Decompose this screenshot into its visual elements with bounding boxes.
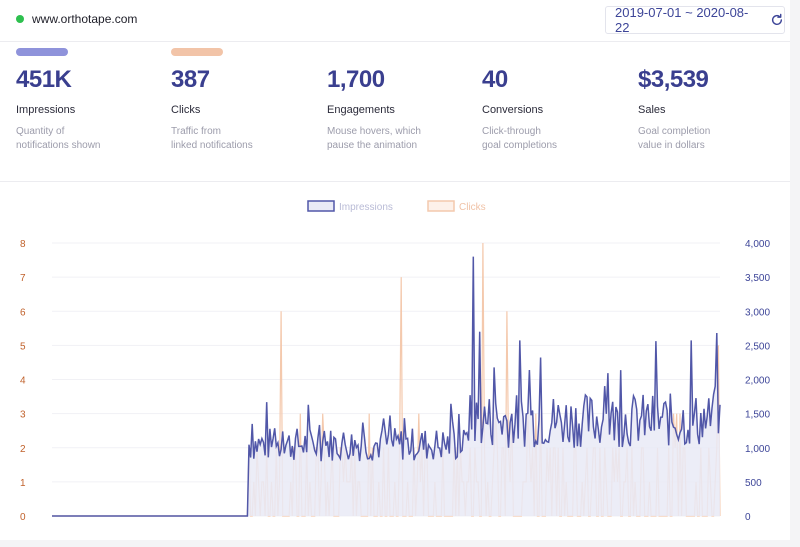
metric-engagements[interactable]: 1,700 Engagements Mouse hovers, which pau…: [327, 48, 477, 153]
engagements-value: 1,700: [327, 66, 385, 93]
right-axis: 0 500 1,000 1,500 2,000 2,500 3,000 3,500 4,000: [745, 239, 770, 523]
chart-area: 0 1 2 3 4 5 6 7 8 0 500 1,000 1,500 2,000 2,500 3,000 3…: [0, 190, 790, 535]
impressions-series-area: [52, 256, 720, 516]
chart-legend[interactable]: Impressions Clicks: [307, 200, 486, 213]
conversions-description: Click-through goal completions: [482, 126, 558, 151]
engagements-description: Mouse hovers, which pause the animation: [327, 126, 421, 151]
dashboard-card: www.orthotape.com 2019-07-01 ~ 2020-08-2…: [0, 0, 790, 540]
conversions-value: 40: [482, 66, 508, 93]
left-tick-label: 5: [20, 341, 26, 352]
top-bar: www.orthotape.com 2019-07-01 ~ 2020-08-2…: [0, 0, 790, 42]
right-tick-label: 1,000: [745, 444, 770, 455]
clicks-label: Clicks: [171, 104, 201, 116]
right-tick-label: 3,500: [745, 273, 770, 284]
date-range-picker[interactable]: 2019-07-01 ~ 2020-08-22: [605, 5, 785, 35]
left-tick-label: 8: [20, 239, 26, 250]
right-tick-label: 4,000: [745, 239, 770, 250]
metric-conversions[interactable]: 40 Conversions Click-through goal complet…: [482, 48, 632, 153]
impressions-legend-bar: [16, 48, 68, 56]
metrics-row: 451K Impressions Quantity of notification…: [0, 48, 790, 182]
left-tick-label: 6: [20, 307, 26, 318]
left-axis: 0 1 2 3 4 5 6 7 8: [20, 239, 26, 523]
legend-clicks-swatch: [427, 200, 455, 212]
left-tick-label: 1: [20, 478, 26, 489]
impressions-value: 451K: [16, 66, 72, 93]
left-tick-label: 4: [20, 376, 26, 387]
right-tick-label: 1,500: [745, 410, 770, 421]
left-tick-label: 3: [20, 410, 26, 421]
legend-clicks-label[interactable]: Clicks: [459, 202, 486, 213]
left-tick-label: 2: [20, 444, 26, 455]
right-tick-label: 500: [745, 478, 762, 489]
left-tick-label: 0: [20, 512, 26, 523]
clicks-value: 387: [171, 66, 210, 93]
metric-clicks[interactable]: 387 Clicks Traffic from linked notificati…: [171, 48, 321, 153]
impressions-label: Impressions: [16, 104, 76, 116]
sales-description: Goal completion value in dollars: [638, 126, 711, 151]
right-tick-label: 2,500: [745, 341, 770, 352]
impressions-clicks-chart[interactable]: 0 1 2 3 4 5 6 7 8 0 500 1,000 1,500 2,000 2,500 3,000 3…: [0, 190, 790, 535]
date-range-text: 2019-07-01 ~ 2020-08-22: [615, 5, 749, 35]
left-tick-label: 7: [20, 273, 26, 284]
clicks-legend-bar: [171, 48, 223, 56]
site-url: www.orthotape.com: [32, 12, 138, 26]
clicks-description: Traffic from linked notifications: [171, 126, 253, 151]
right-tick-label: 3,000: [745, 307, 770, 318]
legend-impressions-swatch: [307, 200, 335, 212]
conversions-label: Conversions: [482, 104, 544, 116]
metric-impressions[interactable]: 451K Impressions Quantity of notification…: [16, 48, 166, 153]
refresh-icon[interactable]: [770, 13, 784, 27]
site-selector[interactable]: www.orthotape.com: [16, 12, 137, 26]
right-tick-label: 0: [745, 512, 751, 523]
metric-sales[interactable]: $3,539 Sales Goal completion value in dol…: [638, 48, 788, 153]
legend-impressions-label[interactable]: Impressions: [339, 202, 393, 213]
engagements-label: Engagements: [327, 104, 395, 116]
impressions-series-line: [52, 256, 721, 517]
sales-value: $3,539: [638, 66, 709, 93]
chart-grid: [52, 242, 720, 517]
right-tick-label: 2,000: [745, 376, 770, 387]
impressions-description: Quantity of notifications shown: [16, 126, 101, 151]
status-dot-icon: [16, 15, 24, 23]
sales-label: Sales: [638, 104, 666, 116]
